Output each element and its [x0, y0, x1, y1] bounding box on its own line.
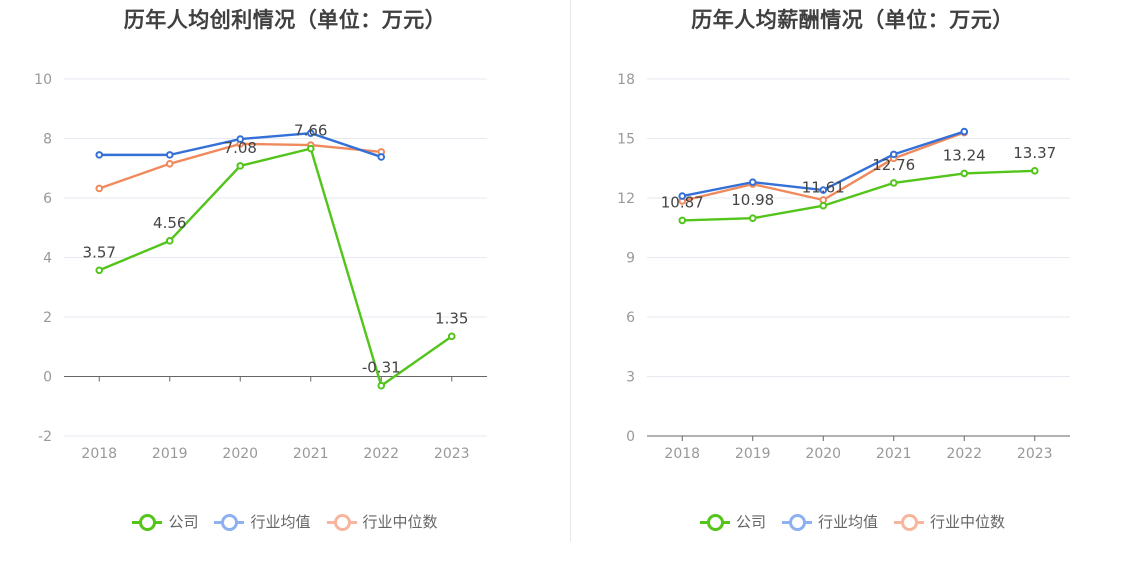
- industry-average-point: [748, 178, 757, 186]
- industry-median-point: [95, 184, 104, 193]
- company-line: [98, 147, 453, 387]
- legend-item-industry-average[interactable]: 行业均值: [781, 511, 878, 532]
- y-tick-label: 18: [617, 72, 635, 88]
- y-tick-label: 15: [617, 132, 635, 148]
- legend-item-industry-median[interactable]: 行业中位数: [326, 511, 438, 532]
- legend-company-icon: [699, 512, 730, 532]
- legend-industry-median-icon: [894, 512, 924, 532]
- industry-average-point: [819, 186, 828, 194]
- y-tick-label: 3: [626, 370, 635, 386]
- legend-item-company[interactable]: 公司: [132, 511, 198, 532]
- company-point: [678, 216, 687, 225]
- x-tick-label: 2018: [81, 446, 117, 462]
- data-label: 10.98: [731, 191, 774, 209]
- industry-average-point: [165, 151, 174, 159]
- x-tick-label: 2022: [946, 446, 982, 462]
- company-point: [748, 214, 757, 223]
- salary-per-capita-chart: 0 3 6 9 12 15 18 2018 2019 2020 2021 2022 2023 10.87 1…: [617, 72, 1070, 462]
- legend-label: 公司: [168, 513, 199, 531]
- data-label: 3.57: [83, 243, 116, 261]
- legend-industry-average-icon: [214, 512, 245, 532]
- chart-legend: 公司 行业均值 行业中位数: [0, 511, 570, 532]
- company-point: [889, 179, 898, 187]
- y-tick-label: 2: [43, 310, 52, 326]
- data-label: 7.66: [294, 122, 327, 140]
- legend-company-icon: [132, 512, 163, 532]
- profit-per-capita-panel: 历年人均创利情况（单位：万元） -2 0 2 4 6 8 10 2018 2019 2020 202…: [0, 8, 570, 532]
- company-line: [682, 169, 1035, 222]
- legend-item-company[interactable]: 公司: [699, 511, 766, 532]
- company-point: [95, 266, 104, 275]
- x-tick-label: 2023: [434, 446, 470, 462]
- x-tick-label: 2021: [876, 446, 912, 462]
- x-tick-label: 2018: [664, 446, 700, 462]
- industry-average-point: [377, 153, 386, 161]
- y-tick-label: 0: [43, 370, 52, 386]
- x-tick-label: 2019: [152, 446, 188, 462]
- industry-average-point: [960, 127, 969, 136]
- chart-legend: 公司 行业均值 行业中位数: [571, 511, 1134, 532]
- legend-industry-average-icon: [781, 512, 812, 532]
- legend-industry-median-icon: [326, 512, 357, 532]
- company-point: [236, 162, 245, 170]
- data-label: 13.37: [1013, 144, 1056, 162]
- x-tick-label: 2022: [363, 446, 399, 462]
- data-label: 1.35: [435, 309, 468, 327]
- industry-average-point: [306, 129, 315, 137]
- industry-median-point: [165, 159, 174, 168]
- y-tick-label: 6: [43, 191, 52, 207]
- x-tick-label: 2021: [293, 446, 329, 462]
- x-tick-label: 2020: [805, 446, 841, 462]
- chart-title: 历年人均薪酬情况（单位：万元）: [691, 8, 1014, 32]
- legend-item-industry-median[interactable]: 行业中位数: [894, 511, 1005, 532]
- industry-average-point: [95, 151, 104, 159]
- legend-label: 行业中位数: [930, 513, 1006, 531]
- legend-label: 行业均值: [250, 513, 311, 531]
- y-tick-label: -2: [38, 429, 52, 445]
- company-point: [960, 169, 969, 178]
- legend-label: 公司: [735, 513, 766, 531]
- legend-item-industry-average[interactable]: 行业均值: [214, 511, 311, 532]
- legend-label: 行业中位数: [362, 513, 438, 531]
- y-tick-label: 9: [626, 251, 635, 267]
- company-point: [447, 332, 456, 341]
- data-label: -0.31: [362, 359, 401, 377]
- company-point: [819, 201, 828, 210]
- data-label: 10.87: [661, 193, 704, 211]
- salary-per-capita-panel: 历年人均薪酬情况（单位：万元） 0 3 6 9 12 15 18 2018 2019 2020 20…: [571, 0, 1134, 582]
- y-tick-label: 0: [626, 429, 635, 445]
- y-tick-label: 8: [43, 132, 52, 148]
- industry-average-point: [678, 192, 687, 200]
- company-point: [1030, 167, 1039, 175]
- x-tick-label: 2019: [735, 446, 771, 462]
- y-tick-label: 12: [617, 191, 635, 207]
- industry-average-point: [889, 150, 898, 159]
- x-tick-label: 2020: [222, 446, 258, 462]
- data-label: 7.08: [224, 139, 257, 157]
- company-point: [377, 381, 386, 390]
- data-label: 4.56: [153, 214, 186, 232]
- y-tick-label: 4: [43, 251, 52, 267]
- industry-average-point: [236, 135, 245, 143]
- company-point: [306, 144, 315, 153]
- x-tick-label: 2023: [1017, 446, 1053, 462]
- profit-per-capita-chart: -2 0 2 4 6 8 10 2018 2019 2020 2021 2022 2023 3.57 4.5…: [34, 72, 487, 462]
- chart-title: 历年人均创利情况（单位：万元）: [123, 8, 447, 32]
- data-label: 13.24: [943, 146, 986, 164]
- panel-divider: [570, 0, 571, 542]
- legend-label: 行业均值: [817, 513, 878, 531]
- company-point: [165, 237, 174, 245]
- data-label: 12.76: [872, 156, 915, 174]
- y-tick-label: 6: [626, 310, 635, 326]
- y-tick-label: 10: [34, 72, 52, 88]
- data-label: 11.61: [802, 179, 845, 197]
